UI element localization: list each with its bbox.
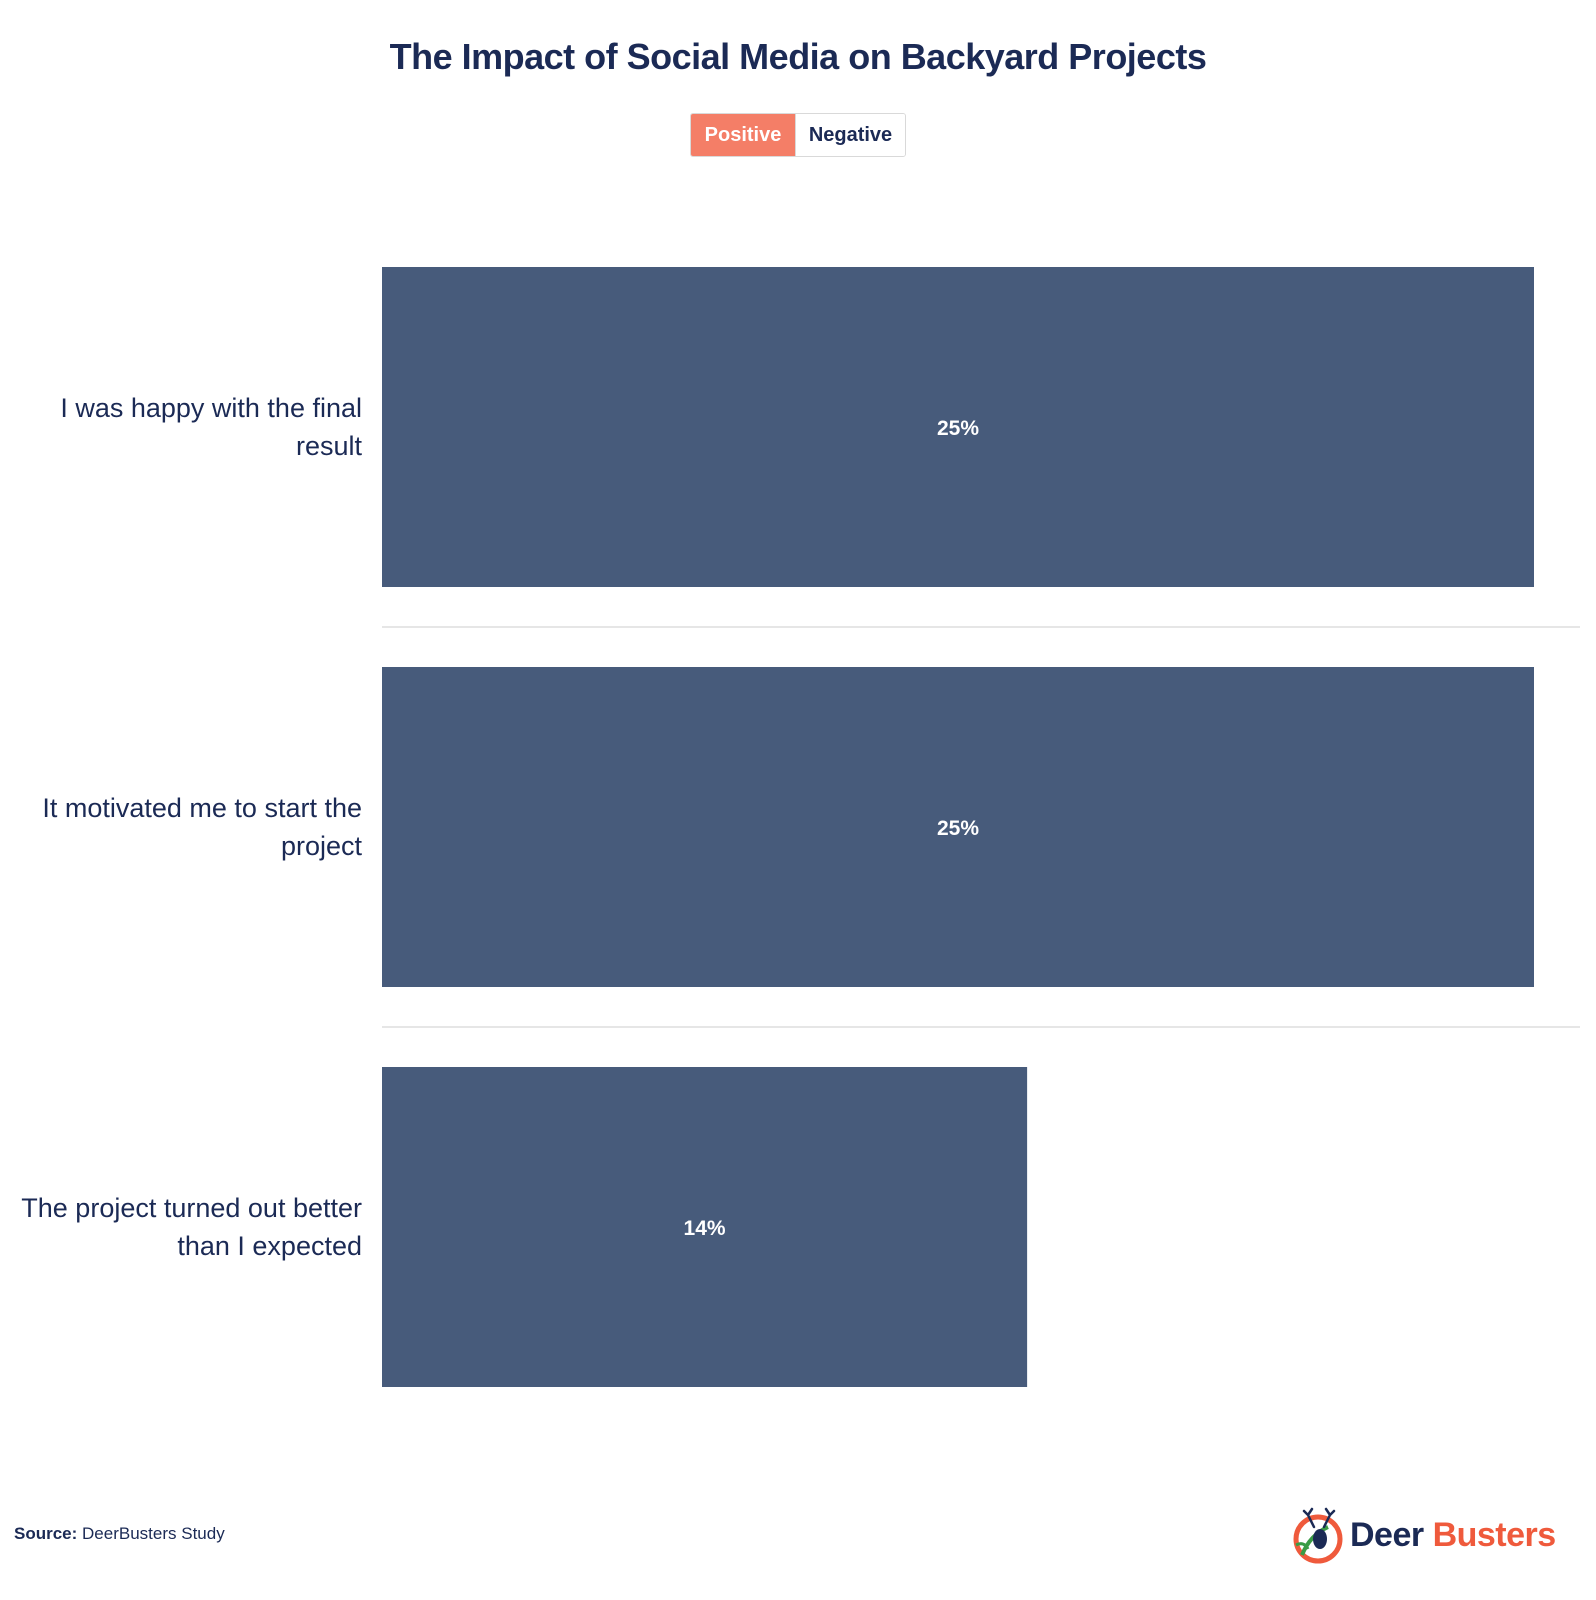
sentiment-toggle[interactable]: Positive Negative (690, 113, 906, 157)
source-text: DeerBusters Study (82, 1524, 225, 1543)
logo-word-busters: Busters (1432, 1515, 1557, 1554)
logo-wordmark: Deer Busters (1350, 1516, 1556, 1555)
category-label-0: I was happy with the final result (60, 393, 362, 461)
bar-value-label-2: 14% (684, 1217, 726, 1240)
bar-value-label-1: 25% (937, 817, 979, 840)
logo-word-deer: Deer (1350, 1515, 1424, 1554)
category-label-2: The project turned out better than I expe… (21, 1193, 362, 1261)
brand-logo: Deer Busters (1290, 1505, 1556, 1565)
bar-value-label-0: 25% (937, 417, 979, 440)
source-label: Source: (14, 1524, 78, 1543)
chart-title: The Impact of Social Media on Backyard P… (389, 36, 1207, 77)
source-note: Source: DeerBusters Study (14, 1524, 225, 1544)
bar-0 (382, 267, 1534, 587)
positive-tab[interactable]: Positive (691, 114, 795, 156)
negative-tab[interactable]: Negative (795, 114, 905, 156)
category-label-1: It motivated me to start the project (42, 793, 362, 861)
bar-1 (382, 667, 1534, 987)
bar-2 (382, 1067, 1028, 1387)
deer-head-logo-icon (1293, 1507, 1343, 1564)
